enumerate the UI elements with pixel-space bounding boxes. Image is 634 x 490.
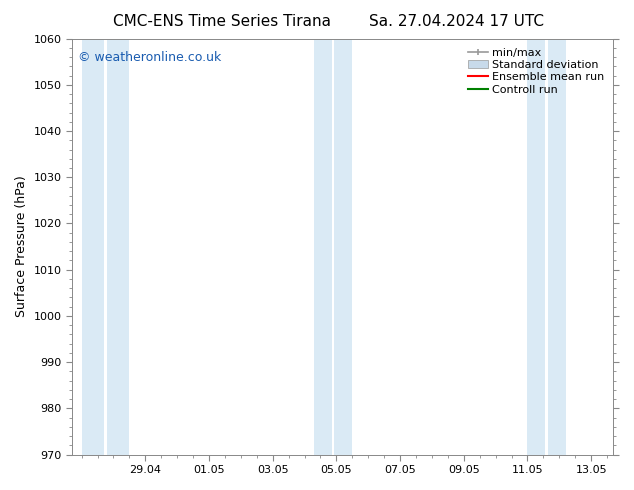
Bar: [335, 39, 353, 455]
Bar: [314, 39, 332, 455]
Text: Sa. 27.04.2024 17 UTC: Sa. 27.04.2024 17 UTC: [369, 14, 544, 29]
Text: CMC-ENS Time Series Tirana: CMC-ENS Time Series Tirana: [113, 14, 331, 29]
Y-axis label: Surface Pressure (hPa): Surface Pressure (hPa): [15, 176, 28, 318]
Bar: [527, 39, 545, 455]
Bar: [82, 39, 104, 455]
Legend: min/max, Standard deviation, Ensemble mean run, Controll run: min/max, Standard deviation, Ensemble me…: [465, 44, 608, 98]
Bar: [548, 39, 566, 455]
Bar: [107, 39, 129, 455]
Text: © weatheronline.co.uk: © weatheronline.co.uk: [77, 51, 221, 64]
